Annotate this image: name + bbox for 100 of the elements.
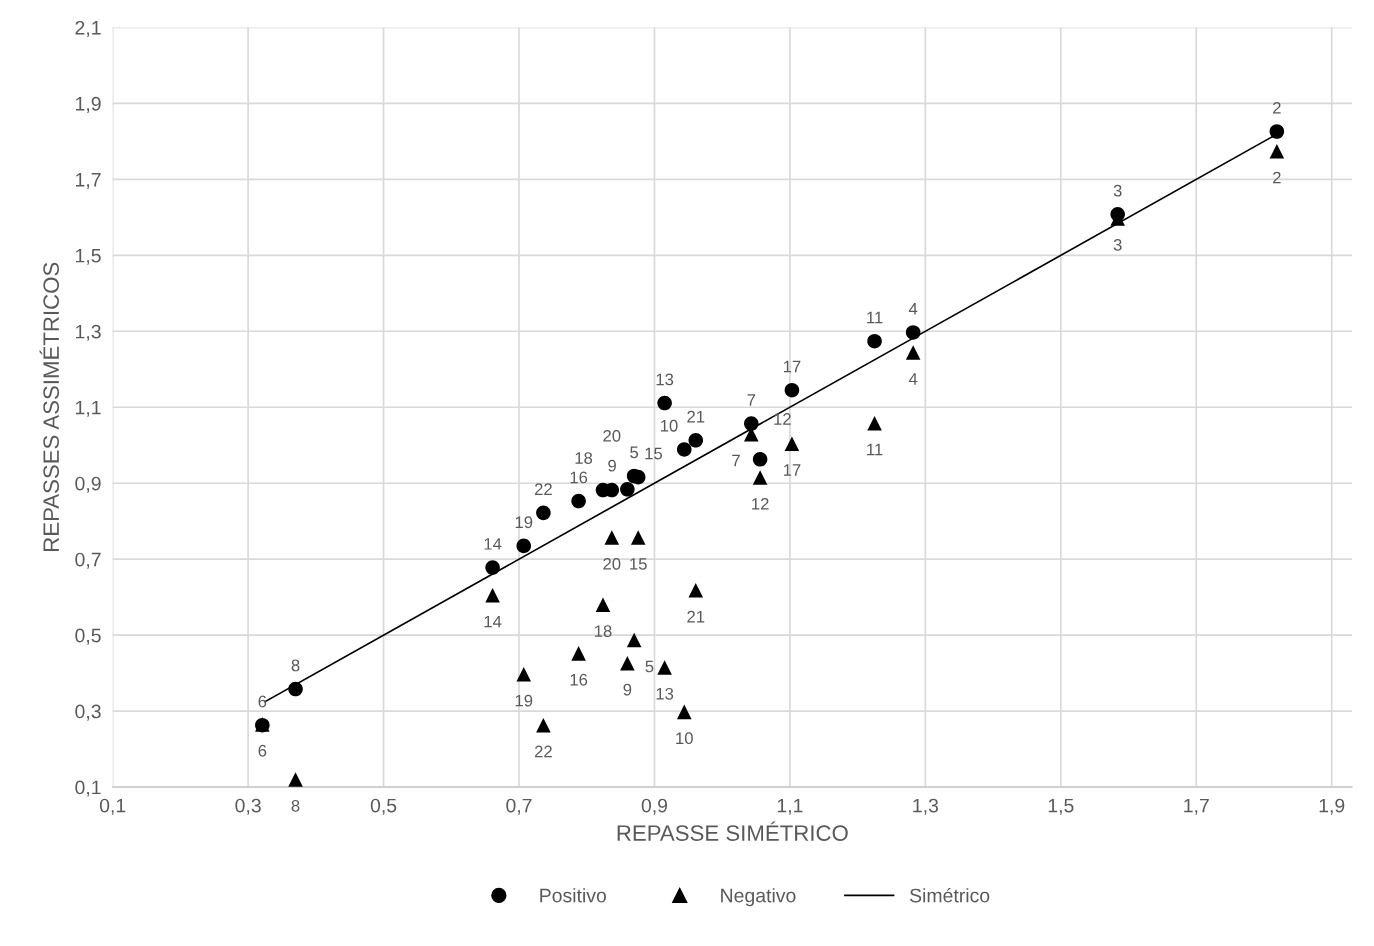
y-tick-label: 0,7 [75,552,101,569]
point [1269,124,1285,139]
point [688,433,704,448]
point [867,333,882,349]
point [752,470,768,485]
point [604,530,620,545]
x-tick-label: 0,3 [235,798,261,815]
annotation: 18 [594,625,612,638]
point [620,482,635,497]
annotation: 8 [291,799,300,812]
y-tick-label: 0,5 [75,628,101,645]
point [626,632,642,648]
point [905,325,921,340]
annotation: 13 [656,373,674,386]
point [288,681,303,697]
annotation: 11 [867,443,883,456]
legend-label: Negativo [721,888,796,907]
annotation: 19 [515,694,533,707]
point [657,660,672,675]
point [630,530,646,545]
annotation: 16 [570,673,588,686]
point [485,587,500,603]
annotation: 20 [603,429,621,442]
point [676,704,692,720]
y-tick-label: 0,9 [75,476,101,493]
point [676,442,692,457]
x-tick-label: 1,7 [1184,798,1209,815]
annotation: 13 [656,687,674,700]
point [752,452,768,467]
annotation: 4 [908,373,918,385]
y-tick-label: 0,3 [75,704,101,721]
x-tick-label: 0,9 [641,798,668,815]
point [288,772,303,787]
point [536,505,551,521]
annotation: 18 [575,452,593,464]
point [485,560,500,575]
point [784,382,800,398]
point [1269,143,1285,159]
annotation: 12 [774,413,791,425]
point [595,597,611,613]
y-tick-label: 1,9 [76,96,101,113]
annotation: 6 [258,695,267,708]
y-tick-label: 2,1 [75,20,101,37]
annotation: 2 [1273,171,1281,184]
annotation: 14 [484,538,502,550]
annotation: 4 [908,303,918,315]
annotation: 5 [630,446,639,459]
annotation: 8 [291,659,300,672]
annotation: 20 [603,557,621,570]
annotation: 6 [258,744,267,757]
annotation: 15 [645,447,663,460]
annotation: 14 [484,615,502,628]
annotation: 3 [1113,238,1122,251]
annotation: 19 [515,516,533,529]
x-tick-label: 1,9 [1319,798,1345,815]
annotation: 16 [570,471,588,484]
point [620,655,635,671]
annotation: 22 [534,745,552,758]
x-tick-label: 1,5 [1048,798,1074,815]
point [571,646,586,661]
point [905,345,921,360]
annotation: 17 [783,464,801,476]
x-tick-label: 1,3 [913,798,939,815]
y-tick-label: 0,1 [75,780,101,797]
annotation: 21 [687,410,705,423]
point [516,666,532,682]
point [784,436,800,451]
legend-label: Simétrico [909,887,990,903]
annotation: 17 [783,360,801,373]
annotation: 2 [1273,101,1281,114]
annotation: 10 [660,419,678,432]
annotation: 9 [623,683,632,696]
y-tick-label: 1,3 [76,324,101,341]
point [867,415,882,431]
annotation: 21 [687,610,705,623]
x-axis-title: REPASSE SIMÉTRICO [617,821,848,841]
point [536,717,551,733]
annotation: 22 [534,483,552,495]
x-tick-label: 0,7 [506,798,532,815]
point [657,395,672,411]
annotation: 15 [630,558,647,570]
y-tick-label: 1,5 [76,248,101,265]
y-axis-title: REPASSES ASSIMÉTRICOS [39,262,60,551]
annotation: 7 [732,454,740,467]
point [744,416,759,431]
x-tick-label: 1,1 [777,798,803,815]
point [516,538,532,554]
x-tick-label: 0,1 [99,798,126,815]
annotation: 3 [1113,184,1122,197]
annotation: 12 [752,497,769,510]
annotation: 10 [676,732,693,745]
x-tick-label: 0,5 [370,798,397,815]
y-tick-label: 1,1 [76,400,101,417]
point [571,493,586,509]
annotation: 11 [867,311,883,324]
annotation: 7 [747,394,756,406]
point [688,583,704,598]
legend-label: Positivo [540,888,606,903]
y-tick-label: 1,7 [76,173,101,189]
annotation: 9 [608,459,616,472]
